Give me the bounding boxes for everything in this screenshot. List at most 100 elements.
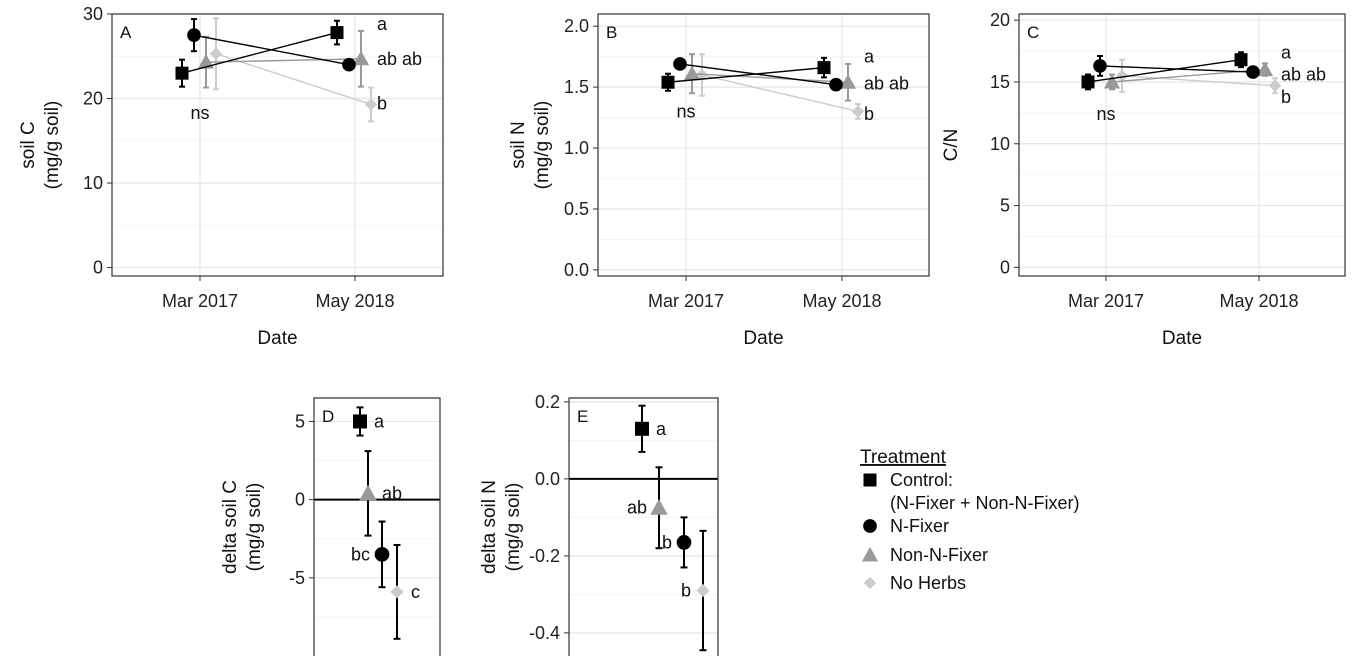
panel-label: E — [577, 407, 588, 426]
y-axis-title-line2: (mg/g soil) — [503, 483, 524, 572]
y-tick-label: 1.5 — [564, 77, 589, 97]
significance-label: ab ab — [864, 73, 909, 93]
x-axis-title: Date — [1162, 328, 1202, 349]
data-point-control — [175, 66, 189, 80]
y-axis-title-line1: delta soil C — [220, 480, 241, 574]
y-axis-title-line2: (mg/g soil) — [42, 101, 63, 190]
significance-label: a — [864, 47, 875, 67]
significance-label: ab ab — [377, 49, 422, 69]
x-tick-label: May 2018 — [802, 291, 881, 311]
y-axis-title: soil C (mg/g soil) — [18, 101, 63, 190]
data-point-n-fixer — [1246, 65, 1260, 79]
data-point-n-fixer — [829, 77, 843, 92]
panel-border — [1018, 13, 1346, 277]
significance-label: ab ab — [1281, 65, 1326, 85]
panel-D: -5 0 5 delta soil C (mg/g soil) D a ab bc c — [220, 397, 441, 656]
y-tick-label: -5 — [289, 568, 305, 588]
panel-border — [568, 397, 719, 656]
y-tick-label: 0.0 — [535, 469, 560, 489]
data-point-control — [661, 75, 675, 89]
panels: 0 10 20 30 soil C (mg/g soil) A Mar 2017 May 201… — [18, 4, 1346, 656]
significance-label: a — [656, 419, 667, 439]
significance-label: ab — [382, 483, 402, 503]
y-tick-label: 10 — [990, 134, 1010, 154]
panel-E: -0.4 -0.2 0.0 0.2 delta soil N (mg/g soil) Ea a… — [479, 392, 719, 656]
x-tick-label: Mar 2017 — [162, 291, 238, 311]
y-tick-label: 2.0 — [564, 16, 589, 36]
legend-marker-triangle — [861, 546, 879, 562]
data-point-non-n-fixer — [352, 50, 370, 66]
significance-label: b — [377, 94, 387, 114]
x-axis-title: Date — [743, 328, 783, 349]
data-point-no-herbs — [1115, 69, 1129, 82]
data-point-non-n-fixer — [197, 54, 215, 69]
panel-label: A — [120, 23, 132, 42]
legend-label: N-Fixer — [890, 516, 949, 536]
y-axis-title-line2: (mg/g soil) — [244, 483, 265, 572]
y-tick-label: 0 — [93, 258, 103, 278]
legend-marker-diamond — [863, 576, 877, 590]
x-tick-label: Mar 2017 — [1068, 291, 1144, 311]
significance-label: ns — [676, 101, 695, 121]
panel-label: D — [322, 407, 334, 426]
data-point-control — [1234, 53, 1248, 67]
x-tick-label: May 2018 — [1219, 291, 1298, 311]
y-tick-label: -0.4 — [529, 623, 560, 643]
panel-border — [597, 13, 930, 277]
legend-label: Control: — [890, 470, 953, 490]
legend-item-non-n-fixer: Non-N-Fixer — [861, 545, 988, 565]
y-axis-title-line1: delta soil N — [479, 480, 500, 574]
y-tick-label: 0.5 — [564, 199, 589, 219]
y-axis-title: delta soil N (mg/g soil) — [479, 480, 524, 574]
series-line-no-herbs — [215, 53, 372, 106]
significance-label: b — [1281, 87, 1291, 107]
data-point-non-n-fixer — [1103, 73, 1121, 89]
significance-label: a — [374, 411, 385, 431]
series-line-control — [667, 66, 825, 83]
significance-label: bc — [351, 544, 370, 564]
legend-marker-square — [863, 473, 877, 487]
series-line-non-n-fixer — [691, 73, 849, 83]
data-point-non-n-fixer — [1256, 61, 1274, 77]
legend-label-line2: (N-Fixer + Non-N-Fixer) — [890, 493, 1080, 513]
y-tick-label: 10 — [83, 173, 103, 193]
y-tick-label: 5 — [1000, 196, 1010, 216]
series-line-non-n-fixer — [205, 58, 362, 63]
y-tick-label: 0 — [295, 490, 305, 510]
panel-C: 0 5 10 15 20 C/N C Mar 2017 May 2018 Date ns a ab ab… — [941, 10, 1346, 349]
data-point-non-n-fixer — [683, 65, 701, 81]
data-point-n-fixer — [1093, 59, 1107, 73]
y-tick-label: 20 — [990, 10, 1010, 30]
legend-items: Control: (N-Fixer + Non-N-Fixer) N-Fixer No… — [861, 470, 1080, 593]
data-point-n-fixer — [676, 535, 692, 550]
x-tick-label: Mar 2017 — [648, 291, 724, 311]
x-axis-title: Date — [257, 328, 297, 349]
data-point-control — [635, 421, 649, 436]
series-line-control — [181, 31, 338, 74]
legend-item-n-fixer: N-Fixer — [863, 516, 949, 536]
y-tick-label: -0.2 — [529, 546, 560, 566]
significance-label: b — [662, 532, 672, 552]
data-point-n-fixer — [673, 57, 687, 71]
legend: Treatment Control: (N-Fixer + Non-N-Fixer… — [860, 447, 1080, 593]
y-axis-title-line1: soil N — [508, 121, 529, 169]
legend-title: Treatment — [860, 447, 947, 468]
y-tick-label: 30 — [83, 4, 103, 24]
data-point-no-herbs — [851, 105, 865, 118]
data-point-non-n-fixer — [839, 74, 857, 89]
data-point-no-herbs — [364, 98, 378, 111]
significance-label: ns — [1096, 104, 1115, 124]
panel-border — [111, 13, 444, 277]
legend-marker-circle — [863, 519, 877, 533]
significance-label: b — [864, 104, 874, 124]
y-tick-label: 5 — [295, 411, 305, 431]
data-point-no-herbs — [390, 585, 404, 599]
series-line-control — [1087, 59, 1242, 83]
data-point-control — [1081, 75, 1095, 89]
series-line-no-herbs — [1121, 75, 1276, 87]
series-line-no-herbs — [701, 74, 859, 113]
y-axis-title: delta soil C (mg/g soil) — [220, 480, 265, 574]
data-point-no-herbs — [1268, 79, 1282, 92]
significance-label: b — [681, 581, 691, 601]
